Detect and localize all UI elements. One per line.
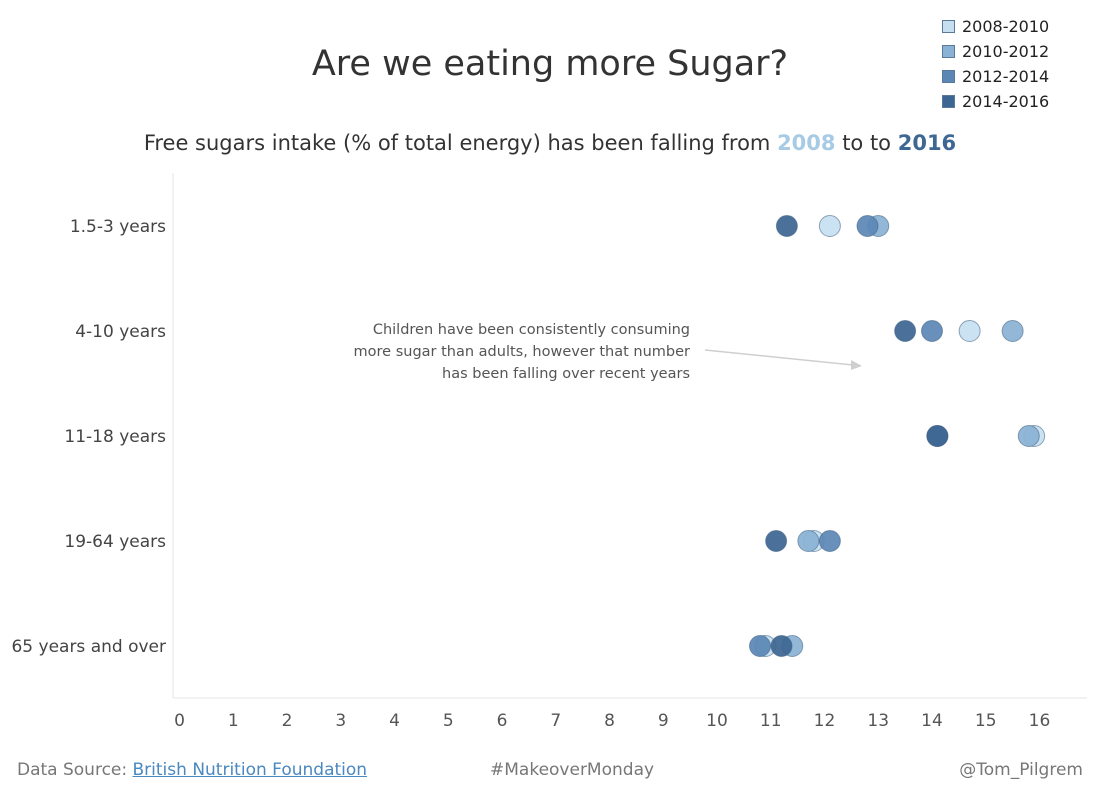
annotation-text: has been falling over recent years (442, 366, 690, 382)
data-point (921, 320, 943, 342)
subtitle-start-year: 2008 (777, 131, 836, 155)
chart-legend: 2008-2010 2010-2012 2012-2014 2014-2016 (942, 14, 1049, 114)
data-source-label: Data Source: (17, 760, 133, 780)
x-tick-label: 16 (1029, 711, 1051, 731)
data-source: Data Source: British Nutrition Foundatio… (17, 760, 367, 780)
legend-swatch (942, 45, 955, 58)
legend-item[interactable]: 2008-2010 (942, 14, 1049, 39)
data-point (894, 320, 917, 342)
x-tick-label: 12 (814, 711, 836, 731)
data-point (926, 425, 949, 447)
hashtag: #MakeoverMonday (490, 760, 655, 780)
x-tick-label: 13 (867, 711, 889, 731)
data-point (765, 530, 788, 552)
x-tick-label: 1 (228, 711, 239, 731)
chart-subtitle: Free sugars intake (% of total energy) h… (0, 131, 1100, 155)
x-tick-label: 8 (604, 711, 615, 731)
x-tick-label: 4 (389, 711, 400, 731)
subtitle-end-year: 2016 (897, 131, 957, 155)
data-point (1001, 320, 1024, 342)
author-handle: @Tom_Pilgrem (959, 760, 1083, 780)
legend-swatch (942, 20, 955, 33)
category-label: 19-64 years (64, 532, 166, 552)
x-tick-label: 9 (658, 711, 669, 731)
data-point (770, 635, 793, 657)
category-label: 1.5-3 years (70, 217, 166, 237)
annotation-arrow-line (704, 349, 854, 366)
data-point (856, 215, 879, 237)
data-point (818, 530, 841, 552)
subtitle-middle: to to (835, 131, 898, 155)
legend-swatch (942, 70, 955, 83)
legend-swatch (942, 95, 955, 108)
chart-title: Are we eating more Sugar? (311, 44, 789, 84)
x-tick-label: 3 (335, 711, 346, 731)
x-tick-label: 0 (174, 711, 185, 731)
x-tick-label: 2 (282, 711, 293, 731)
legend-label: 2010-2012 (962, 42, 1050, 61)
annotation-text: more sugar than adults, however that num… (354, 344, 690, 360)
category-label: 65 years and over (11, 637, 166, 657)
data-point (1017, 425, 1040, 447)
x-tick-label: 10 (706, 711, 728, 731)
legend-item[interactable]: 2012-2014 (942, 64, 1049, 89)
x-tick-label: 15 (975, 711, 997, 731)
legend-item[interactable]: 2014-2016 (942, 89, 1049, 114)
legend-label: 2012-2014 (962, 67, 1050, 86)
data-point (797, 530, 820, 552)
annotation-arrowhead (851, 360, 862, 370)
legend-label: 2014-2016 (962, 92, 1050, 111)
annotation-text: Children have been consistently consumin… (373, 322, 690, 338)
x-tick-label: 11 (760, 711, 782, 731)
x-tick-label: 5 (443, 711, 454, 731)
legend-item[interactable]: 2010-2012 (942, 39, 1049, 64)
category-label: 4-10 years (75, 322, 166, 342)
data-point (958, 320, 981, 342)
data-point (749, 635, 771, 657)
subtitle-prefix: Free sugars intake (% of total energy) h… (143, 131, 778, 155)
data-source-link[interactable]: British Nutrition Foundation (132, 760, 368, 780)
data-point (775, 215, 798, 237)
category-label: 11-18 years (64, 427, 166, 447)
x-tick-label: 14 (921, 711, 943, 731)
x-tick-label: 6 (497, 711, 508, 731)
legend-label: 2008-2010 (962, 17, 1050, 36)
x-tick-label: 7 (550, 711, 561, 731)
data-point (818, 215, 841, 237)
